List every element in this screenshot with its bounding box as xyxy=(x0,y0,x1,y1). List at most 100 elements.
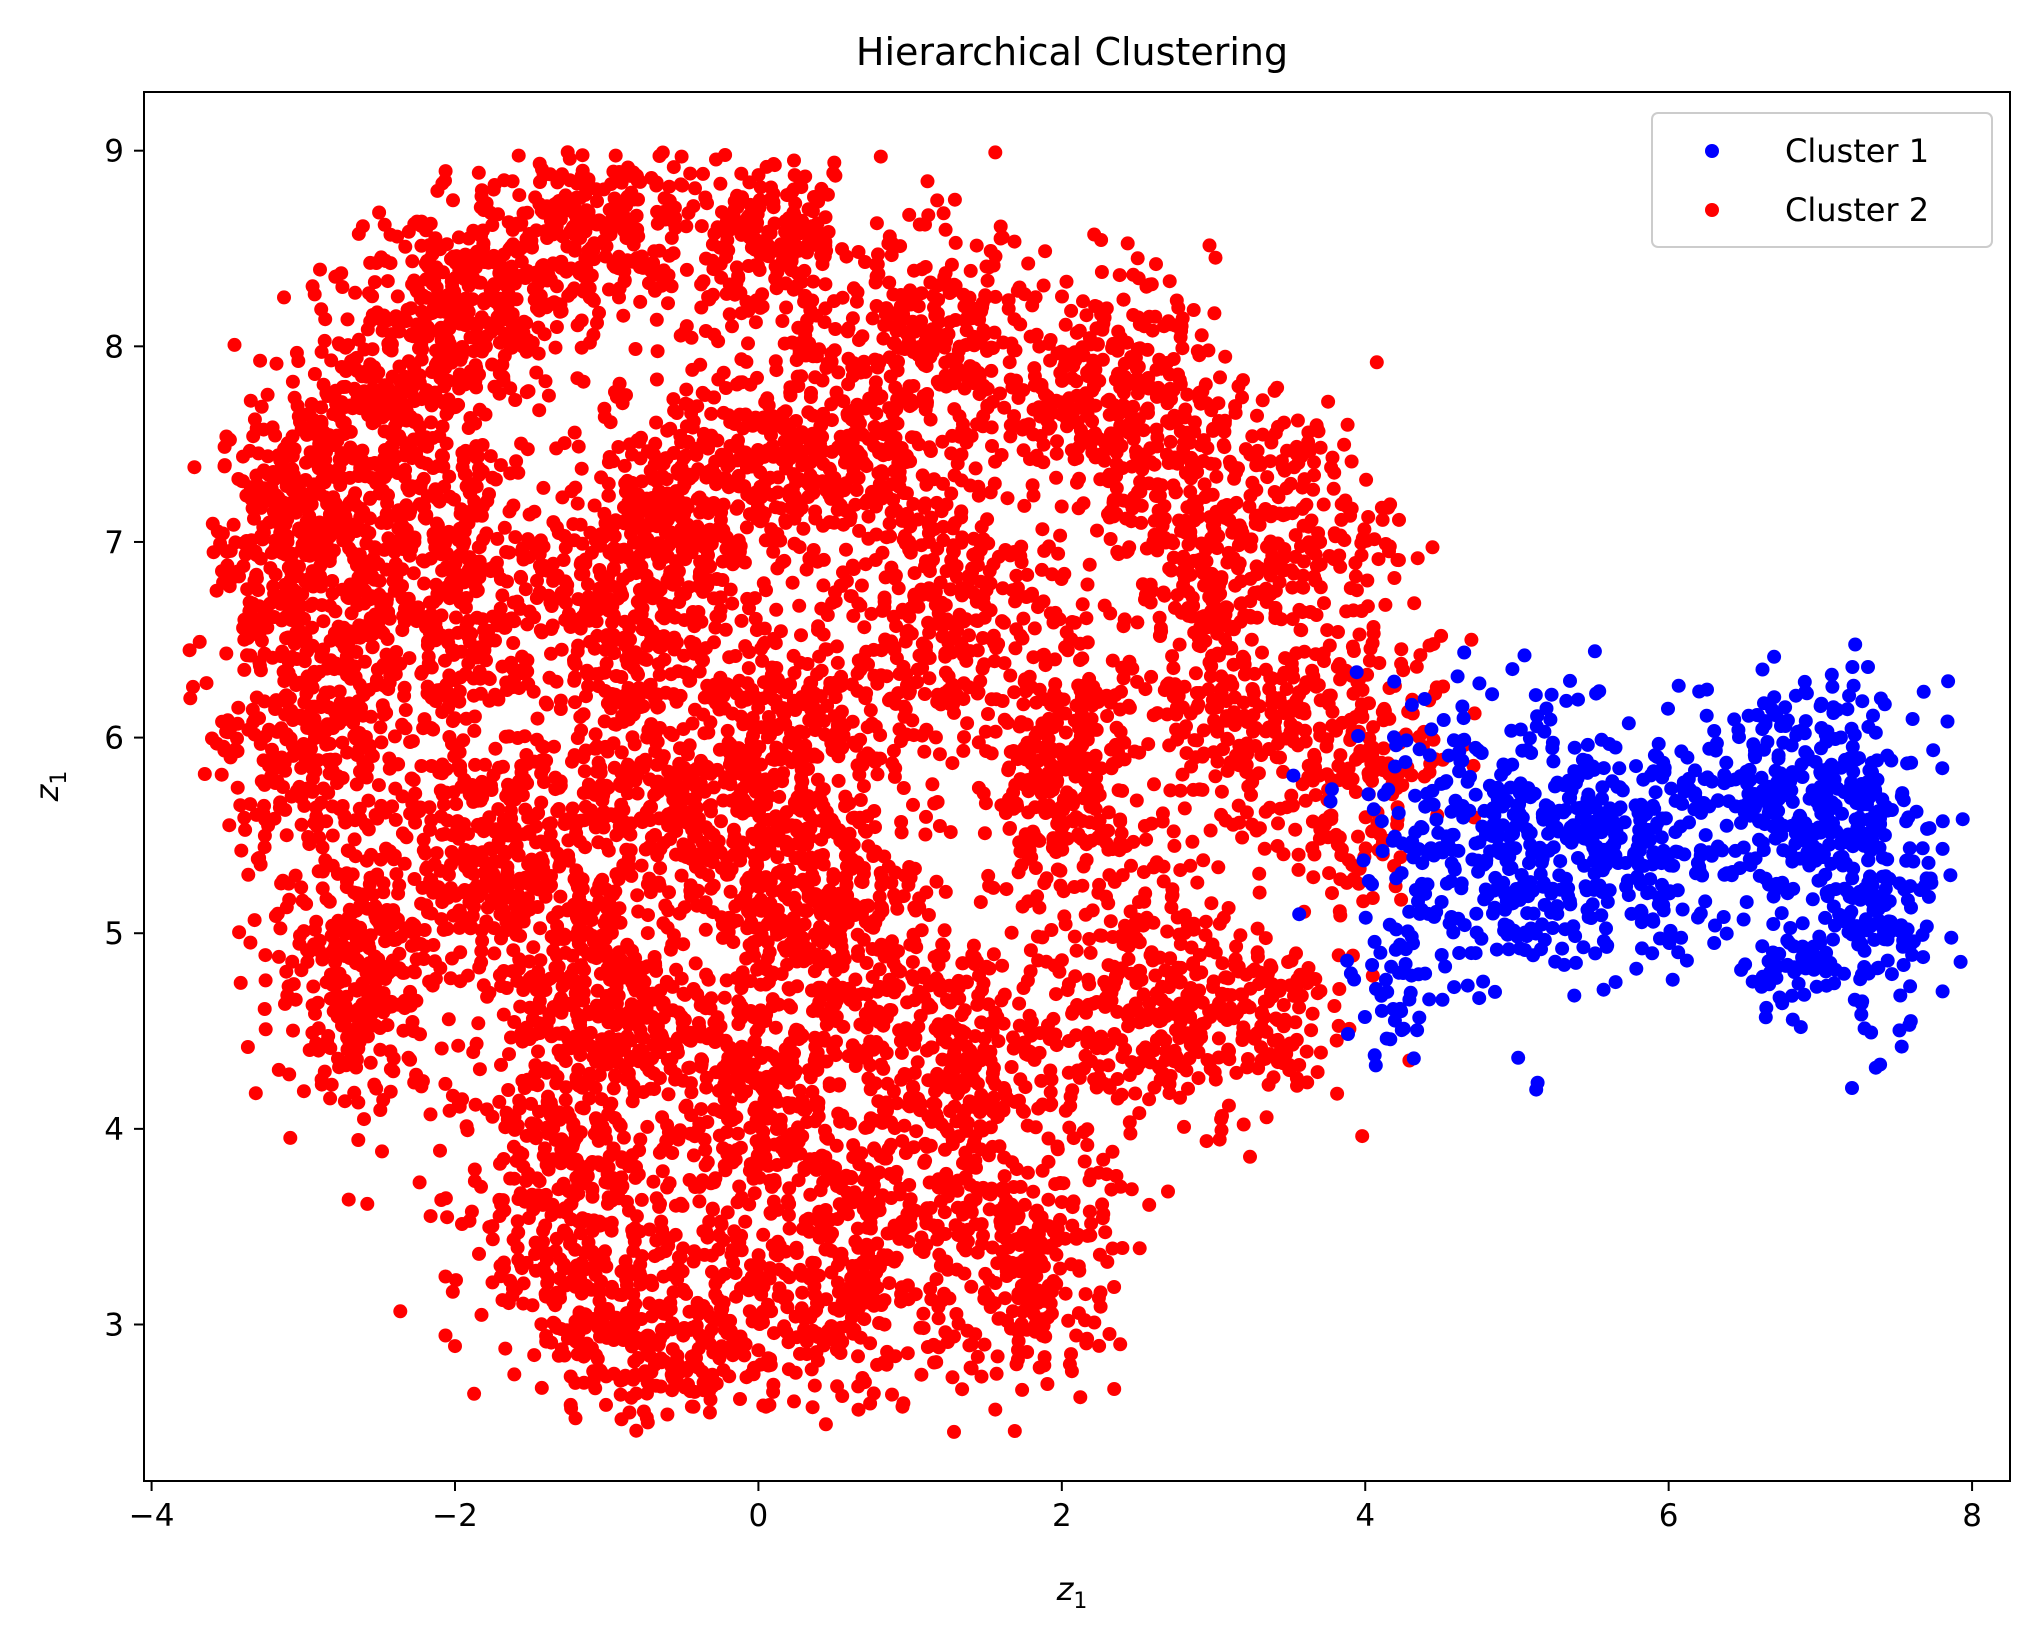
data-point xyxy=(571,638,586,653)
data-point xyxy=(612,376,627,391)
data-point xyxy=(819,243,834,258)
data-point xyxy=(434,827,449,842)
data-point xyxy=(344,354,359,369)
data-point xyxy=(406,566,421,581)
data-point xyxy=(534,1193,549,1208)
data-point xyxy=(839,542,853,557)
data-point xyxy=(274,449,289,464)
data-point xyxy=(723,415,738,430)
data-point xyxy=(461,614,476,628)
data-point xyxy=(540,1246,555,1261)
data-point xyxy=(458,467,473,482)
data-point xyxy=(313,262,327,277)
data-point xyxy=(717,990,732,1005)
data-point xyxy=(449,582,464,597)
data-point xyxy=(405,796,420,811)
data-point xyxy=(652,471,667,486)
data-point xyxy=(761,1358,776,1373)
data-point xyxy=(589,1054,603,1069)
data-point xyxy=(254,399,269,414)
data-point xyxy=(694,864,709,879)
data-point xyxy=(475,934,490,948)
data-point xyxy=(639,652,654,667)
data-point xyxy=(502,504,517,519)
data-point xyxy=(574,942,589,956)
data-point xyxy=(268,567,283,582)
data-point xyxy=(701,548,715,563)
data-point xyxy=(567,872,582,887)
data-point xyxy=(401,591,416,606)
data-point xyxy=(471,1016,486,1031)
data-point xyxy=(380,274,395,289)
data-point xyxy=(640,638,655,653)
data-point xyxy=(586,930,601,945)
data-point xyxy=(741,336,755,351)
data-point xyxy=(327,405,342,420)
data-point xyxy=(734,352,749,367)
data-point xyxy=(570,371,585,386)
data-point xyxy=(314,1072,329,1087)
data-point xyxy=(540,973,555,988)
data-point xyxy=(729,1289,744,1304)
data-point xyxy=(351,226,366,241)
data-point xyxy=(742,1304,757,1319)
data-point xyxy=(323,1091,338,1106)
data-point xyxy=(289,475,304,490)
data-point xyxy=(253,353,268,368)
data-point xyxy=(402,922,417,937)
data-point xyxy=(353,510,368,525)
data-point xyxy=(519,316,534,330)
data-point xyxy=(753,300,768,315)
data-point xyxy=(366,626,381,641)
data-point xyxy=(673,741,687,756)
data-point xyxy=(398,462,413,477)
data-point xyxy=(271,514,286,529)
data-point xyxy=(237,810,252,825)
data-point xyxy=(290,399,305,413)
data-point xyxy=(516,1296,531,1311)
data-point xyxy=(520,776,535,791)
data-point xyxy=(622,1308,637,1323)
data-point xyxy=(380,1018,395,1033)
data-point xyxy=(245,501,260,516)
data-point xyxy=(713,590,728,605)
data-point xyxy=(397,688,412,703)
data-point xyxy=(249,568,264,583)
data-point xyxy=(318,853,333,868)
data-point xyxy=(719,530,734,545)
data-point xyxy=(486,854,501,869)
data-point xyxy=(716,793,731,808)
data-point xyxy=(247,511,261,526)
data-point xyxy=(376,885,391,900)
data-point xyxy=(317,524,331,539)
data-point xyxy=(476,223,490,238)
data-point xyxy=(715,554,730,569)
data-point xyxy=(608,1175,623,1189)
data-point xyxy=(647,447,661,462)
data-point xyxy=(698,532,713,547)
data-point xyxy=(429,280,444,295)
data-point xyxy=(678,448,693,463)
data-point xyxy=(590,194,604,209)
data-point xyxy=(411,318,426,333)
data-point xyxy=(588,727,603,742)
data-point xyxy=(573,517,588,532)
data-point xyxy=(448,888,463,903)
data-point xyxy=(414,352,429,367)
data-point xyxy=(314,700,328,715)
data-point xyxy=(501,215,516,230)
data-point xyxy=(873,149,888,164)
data-point xyxy=(609,389,624,404)
data-point xyxy=(275,873,290,888)
data-point xyxy=(422,625,437,640)
data-point xyxy=(552,859,567,874)
data-point xyxy=(305,1025,320,1040)
data-point xyxy=(530,1078,545,1093)
data-point xyxy=(320,389,335,403)
data-point xyxy=(491,802,506,817)
data-point xyxy=(403,735,418,749)
data-point xyxy=(395,789,410,804)
data-point xyxy=(382,390,397,405)
data-point xyxy=(230,780,245,795)
data-point xyxy=(256,422,271,437)
